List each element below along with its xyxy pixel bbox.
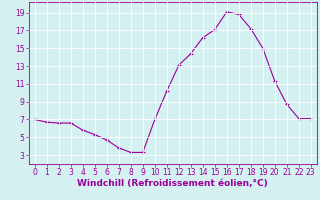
X-axis label: Windchill (Refroidissement éolien,°C): Windchill (Refroidissement éolien,°C) (77, 179, 268, 188)
